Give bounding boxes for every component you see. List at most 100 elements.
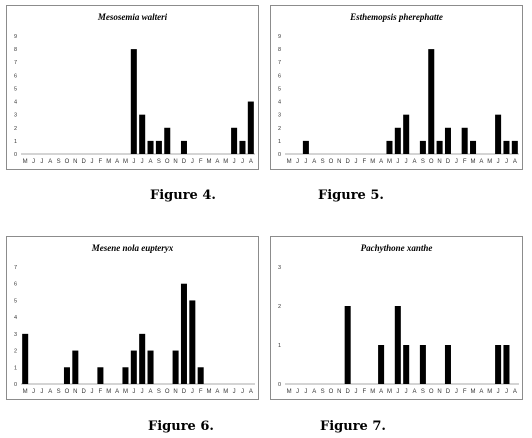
x-tick-label: M (23, 159, 28, 165)
x-tick-label: A (215, 389, 219, 395)
y-tick-label: 3 (278, 113, 281, 119)
x-tick-label: M (287, 159, 292, 165)
x-tick-label: M (23, 389, 28, 395)
x-tick-label: O (329, 159, 334, 165)
bar (147, 350, 154, 384)
x-tick-label: F (463, 389, 467, 395)
bar (97, 367, 104, 384)
x-tick-label: J (497, 159, 500, 165)
bar (378, 345, 385, 384)
x-tick-label: S (321, 389, 325, 395)
x-tick-label: J (396, 159, 399, 165)
x-tick-label: J (455, 389, 458, 395)
x-tick-label: M (223, 159, 228, 165)
x-tick-label: F (99, 159, 103, 165)
bar (436, 140, 443, 154)
bar (130, 350, 137, 384)
x-tick-label: J (233, 389, 236, 395)
y-tick-label: 3 (14, 113, 17, 119)
x-tick-label: A (249, 159, 253, 165)
x-tick-label: D (446, 389, 451, 395)
bar (470, 140, 477, 154)
bar (386, 140, 393, 154)
y-tick-label: 4 (14, 315, 17, 321)
x-tick-label: A (479, 159, 483, 165)
x-tick-label: J (241, 389, 244, 395)
bar (503, 345, 510, 384)
x-tick-label: J (191, 159, 194, 165)
x-tick-label: J (132, 389, 135, 395)
bar (419, 140, 426, 154)
x-tick-label: N (73, 159, 77, 165)
y-tick-label: 3 (14, 332, 17, 338)
y-tick-label: 8 (278, 47, 281, 53)
x-tick-label: A (379, 389, 383, 395)
x-tick-label: J (132, 159, 135, 165)
x-tick-label: S (321, 159, 325, 165)
bar (444, 127, 451, 154)
x-tick-label: J (497, 389, 500, 395)
x-tick-label: D (346, 389, 351, 395)
x-tick-label: A (413, 159, 417, 165)
x-tick-label: M (387, 389, 392, 395)
x-tick-label: O (429, 159, 434, 165)
x-tick-label: S (57, 389, 61, 395)
x-tick-label: J (355, 159, 358, 165)
x-tick-label: A (379, 159, 383, 165)
bar (155, 140, 162, 154)
x-tick-label: J (91, 389, 94, 395)
x-tick-label: D (346, 159, 351, 165)
x-tick-label: N (337, 389, 341, 395)
bar (428, 49, 435, 154)
bar (72, 350, 79, 384)
x-tick-label: D (182, 159, 187, 165)
x-tick-label: N (337, 159, 341, 165)
bar (247, 101, 254, 154)
bar (22, 333, 29, 384)
y-tick-label: 0 (278, 382, 281, 388)
y-tick-label: 1 (14, 365, 17, 371)
bar (189, 300, 196, 384)
bar (394, 127, 401, 154)
bar (403, 345, 410, 384)
x-tick-label: S (421, 159, 425, 165)
y-tick-label: 7 (278, 60, 281, 66)
x-tick-label: A (479, 389, 483, 395)
x-tick-label: J (32, 389, 35, 395)
x-tick-label: A (312, 159, 316, 165)
bar (122, 367, 129, 384)
x-tick-label: F (199, 159, 203, 165)
chart-title: Pachythone xanthe (360, 243, 433, 253)
y-tick-label: 5 (278, 86, 281, 92)
bar (147, 140, 154, 154)
x-tick-label: M (370, 389, 375, 395)
x-tick-label: F (363, 389, 367, 395)
x-tick-label: S (421, 389, 425, 395)
x-tick-label: J (355, 389, 358, 395)
y-tick-label: 8 (14, 47, 17, 53)
x-tick-label: A (48, 389, 52, 395)
y-tick-label: 0 (278, 152, 281, 158)
x-tick-label: J (141, 389, 144, 395)
bar (197, 367, 204, 384)
x-tick-label: O (329, 389, 334, 395)
bar (231, 127, 238, 154)
x-tick-label: A (413, 389, 417, 395)
y-tick-label: 9 (278, 34, 281, 40)
y-tick-label: 7 (14, 265, 17, 271)
y-tick-label: 7 (14, 60, 17, 66)
figure-caption: Figure 6. (148, 419, 214, 434)
bar (172, 350, 179, 384)
x-tick-label: F (463, 159, 467, 165)
x-tick-label: O (65, 159, 70, 165)
bar (403, 114, 410, 154)
y-tick-label: 4 (278, 100, 281, 106)
figure-caption: Figure 7. (320, 419, 386, 434)
x-tick-label: M (223, 389, 228, 395)
x-tick-label: A (513, 159, 517, 165)
